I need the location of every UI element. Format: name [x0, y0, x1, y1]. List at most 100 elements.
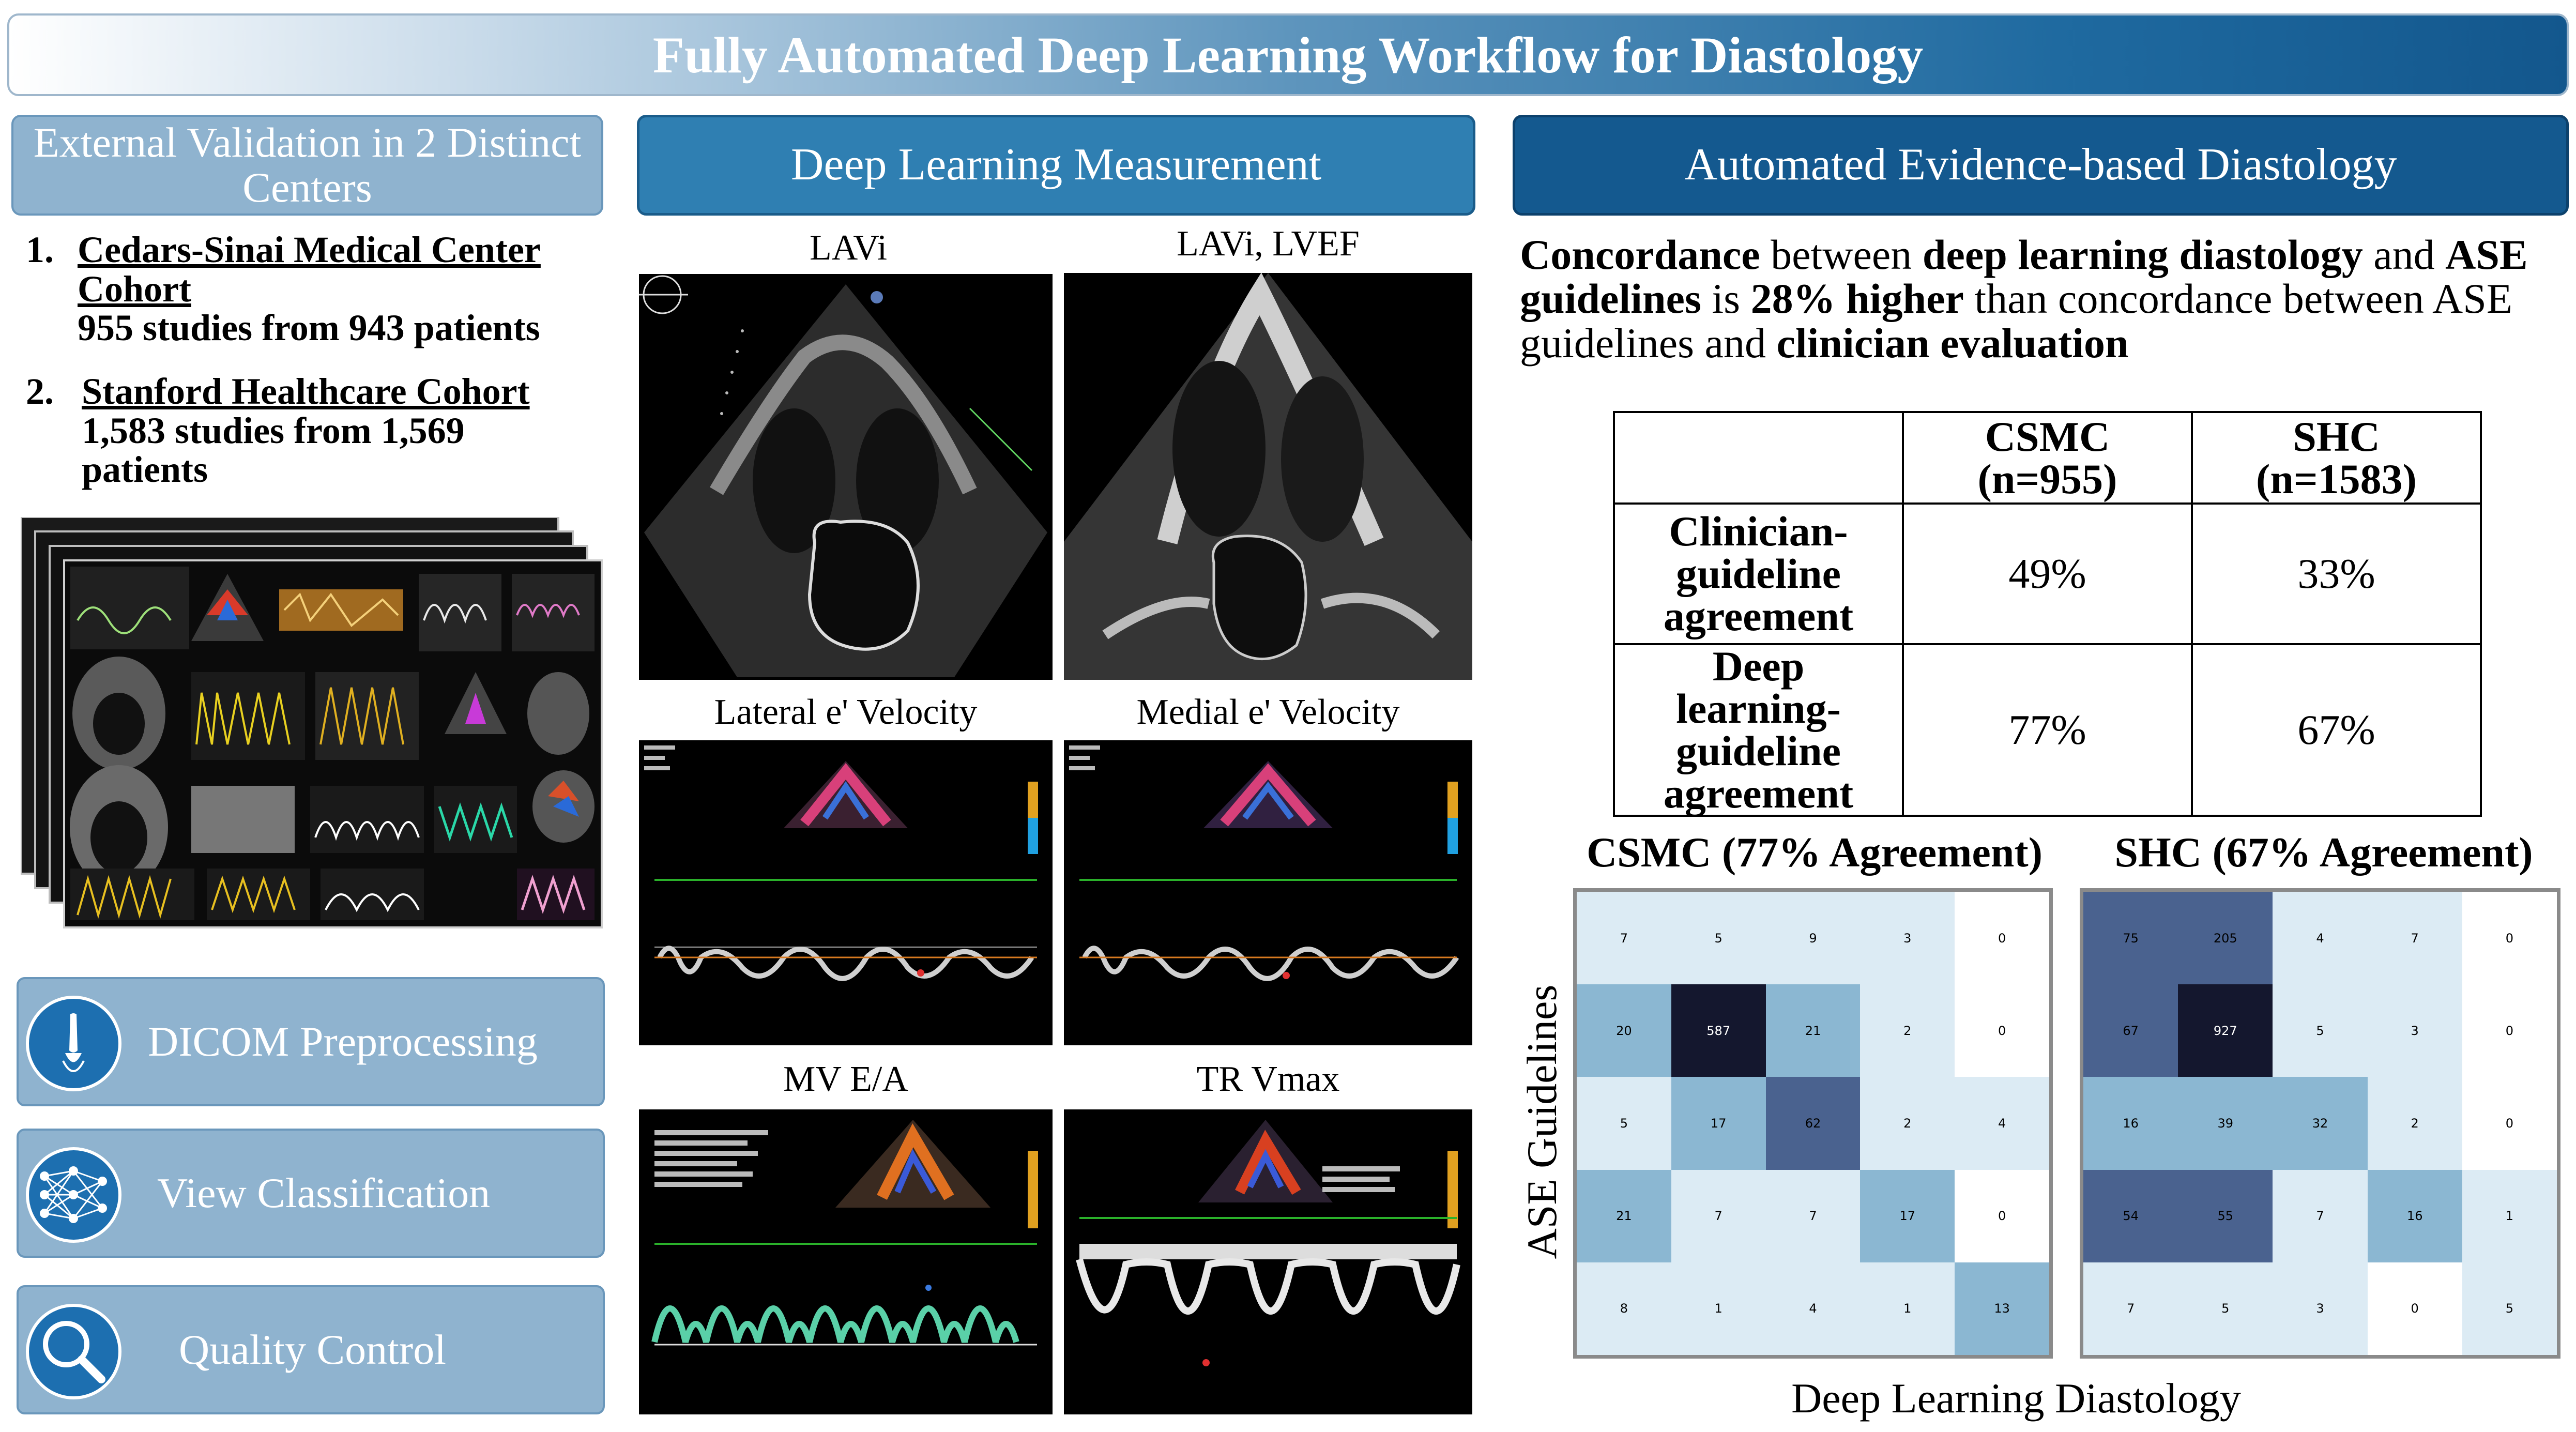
table-row: Deep learning-guideline agreement 77% 67… — [1613, 643, 2482, 817]
caption-lavi: LAVi — [809, 228, 888, 268]
table-header-shc: SHC (n=1583) — [2191, 411, 2482, 505]
heatmap-cell: 4 — [1955, 1077, 2049, 1170]
header-external-validation: External Validation in 2 Distinct Center… — [11, 115, 603, 216]
magnifier-icon — [26, 1304, 121, 1399]
heatmap-cell: 587 — [1671, 984, 1766, 1077]
banner-title: Fully Automated Deep Learning Workflow f… — [652, 26, 1924, 84]
neural-network-icon — [26, 1147, 121, 1243]
heatmap-cell: 75 — [2083, 892, 2178, 985]
heatmap-cell: 21 — [1765, 984, 1861, 1077]
heatmap-cell: 0 — [2367, 1262, 2462, 1355]
table-header-csmc: CSMC (n=955) — [1902, 411, 2193, 505]
echo-study-stack — [20, 516, 605, 931]
heatmap-title-shc: SHC (67% Agreement) — [2114, 829, 2533, 876]
heatmap-cell: 0 — [2462, 1077, 2557, 1170]
tr-vmax-doppler-image — [1064, 1109, 1472, 1414]
heatmap-cell: 3 — [2273, 1262, 2368, 1355]
echo-study-stack-image — [20, 516, 603, 928]
heatmap-cell: 5 — [2462, 1262, 2557, 1355]
heatmap-cell: 7 — [1671, 1169, 1766, 1262]
heatmap-cell: 2 — [2367, 1077, 2462, 1170]
banner: Fully Automated Deep Learning Workflow f… — [7, 13, 2569, 96]
caption-tr-vmax: TR Vmax — [1196, 1059, 1340, 1099]
view-classification-button[interactable]: View Classification — [17, 1129, 605, 1258]
echo-probe-icon — [26, 996, 121, 1091]
heatmap-cell: 0 — [2462, 984, 2557, 1077]
cohort-1-title: Cedars-Sinai Medical Center Cohort — [78, 229, 541, 310]
medial-e-velocity-doppler-image — [1064, 740, 1472, 1045]
cell-clinician-csmc: 49% — [1902, 502, 2193, 645]
heatmap-cell: 55 — [2178, 1169, 2273, 1262]
view-classification-label: View Classification — [157, 1169, 491, 1216]
heatmap-cell: 7 — [1765, 1169, 1861, 1262]
heatmap-cell: 0 — [1955, 1169, 2049, 1262]
heatmap-csmc: 7 5 9 3 0 20 587 21 2 0 5 17 62 2 4 21 7 7 17 0 8 1 4 1 13 — [1573, 888, 2053, 1359]
cell-deep-learning-csmc: 77% — [1902, 643, 2193, 817]
heatmap-cell: 0 — [1955, 984, 2049, 1077]
header-deep-learning-measurement: Deep Learning Measurement — [637, 115, 1475, 216]
cohort-2-detail: 1,583 studies from 1,569 patients — [82, 409, 465, 491]
heatmap-cell: 16 — [2083, 1077, 2178, 1170]
heatmap-cell: 0 — [1955, 892, 2049, 985]
heatmap-cell: 7 — [2273, 1169, 2368, 1262]
lavi-echo-image — [639, 274, 1053, 680]
concordance-statement: Concordance between deep learning diasto… — [1520, 231, 2528, 367]
heatmap-cell: 17 — [1671, 1077, 1766, 1170]
dicom-preprocessing-label: DICOM Preprocessing — [148, 1018, 538, 1065]
cell-clinician-shc: 33% — [2191, 502, 2482, 645]
heatmap-cell: 9 — [1765, 892, 1861, 985]
caption-lateral-e-velocity: Lateral e' Velocity — [714, 692, 978, 732]
heatmap-cell: 1 — [1860, 1262, 1955, 1355]
heatmap-cell: 4 — [2273, 892, 2368, 985]
caption-medial-e-velocity: Medial e' Velocity — [1136, 692, 1400, 732]
heatmap-cell: 62 — [1765, 1077, 1861, 1170]
heatmap-cell: 21 — [1577, 1169, 1671, 1262]
cohort-1-detail: 955 studies from 943 patients — [78, 307, 540, 349]
cohort-1: 1. Cedars-Sinai Medical Center Cohort 95… — [26, 229, 600, 349]
caption-lavi-lvef: LAVi, LVEF — [1177, 224, 1360, 264]
cohort-1-number: 1. — [26, 229, 54, 270]
table-row: Clinician-guideline agreement 49% 33% — [1613, 502, 2482, 645]
heatmap-title-csmc: CSMC (77% Agreement) — [1586, 829, 2043, 876]
cohort-2-title: Stanford Healthcare Cohort — [82, 371, 530, 412]
lateral-e-velocity-doppler-image — [639, 740, 1053, 1045]
caption-mv-e-a: MV E/A — [783, 1059, 908, 1099]
dicom-preprocessing-button[interactable]: DICOM Preprocessing — [17, 977, 605, 1106]
heatmap-cell: 17 — [1860, 1169, 1955, 1262]
heatmap-cell: 4 — [1765, 1262, 1861, 1355]
heatmap-cell: 205 — [2178, 892, 2273, 985]
heatmap-cell: 2 — [1860, 984, 1955, 1077]
heatmap-cell: 54 — [2083, 1169, 2178, 1262]
heatmap-cell: 7 — [2083, 1262, 2178, 1355]
lavi-lvef-echo-image — [1064, 273, 1472, 680]
heatmap-cell: 32 — [2273, 1077, 2368, 1170]
heatmap-cell: 7 — [2367, 892, 2462, 985]
mv-e-a-doppler-image — [639, 1109, 1053, 1414]
heatmap-cell: 16 — [2367, 1169, 2462, 1262]
heatmap-cell: 8 — [1577, 1262, 1671, 1355]
heatmap-cell: 1 — [1671, 1262, 1766, 1355]
heatmap-cell: 20 — [1577, 984, 1671, 1077]
heatmap-cell: 5 — [1577, 1077, 1671, 1170]
heatmap-cell: 3 — [1860, 892, 1955, 985]
cohort-2: 2. Stanford Healthcare Cohort 1,583 stud… — [26, 372, 600, 490]
heatmap-cell: 1 — [2462, 1169, 2557, 1262]
quality-control-label: Quality Control — [179, 1326, 447, 1373]
quality-control-button[interactable]: Quality Control — [17, 1285, 605, 1414]
heatmap-cell: 3 — [2367, 984, 2462, 1077]
table-corner-cell — [1613, 411, 1904, 505]
heatmap-cell: 13 — [1955, 1262, 2049, 1355]
heatmap-cell: 5 — [2273, 984, 2368, 1077]
heatmap-y-axis-label: ASE Guidelines — [1518, 984, 1565, 1259]
heatmap-cell: 2 — [1860, 1077, 1955, 1170]
cell-deep-learning-shc: 67% — [2191, 643, 2482, 817]
heatmap-cell: 7 — [1577, 892, 1671, 985]
heatmap-shc: 75 205 4 7 0 67 927 5 3 0 16 39 32 2 0 54 55 7 16 1 7 5 3 0 5 — [2080, 888, 2560, 1359]
heatmap-cell: 39 — [2178, 1077, 2273, 1170]
row-label-deep-learning: Deep learning-guideline agreement — [1613, 643, 1904, 817]
heatmap-cell: 67 — [2083, 984, 2178, 1077]
heatmap-cell: 927 — [2178, 984, 2273, 1077]
header-automated-diastology: Automated Evidence-based Diastology — [1513, 115, 2569, 216]
heatmap-cell: 5 — [2178, 1262, 2273, 1355]
heatmap-cell: 5 — [1671, 892, 1766, 985]
